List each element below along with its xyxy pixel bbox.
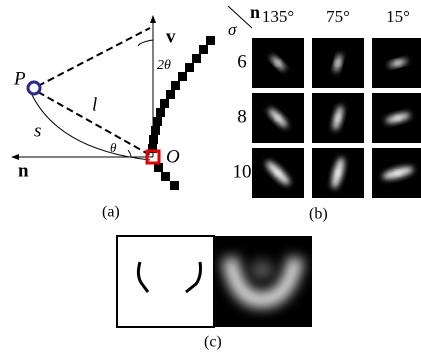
column-label: 15°	[386, 7, 410, 26]
row-label: 8	[237, 106, 247, 127]
filter-image	[252, 38, 304, 88]
response-image	[214, 236, 312, 327]
label-p: P	[13, 68, 26, 89]
caption: (b)	[309, 206, 328, 223]
blob-core	[336, 116, 340, 120]
filter-image	[372, 93, 421, 143]
filter-image	[312, 93, 364, 143]
filter-image	[252, 148, 304, 198]
blob-core	[276, 61, 280, 65]
blob-core	[396, 61, 400, 65]
corner-n: n	[250, 2, 260, 22]
filter-image	[372, 148, 421, 198]
label-o: O	[166, 146, 180, 167]
angle-arc	[128, 150, 131, 157]
panel-c: (c)	[117, 236, 312, 351]
filter-image	[372, 38, 421, 88]
panel-b: n σ (b) 135° 75° 15° 6 8 10	[228, 2, 421, 223]
blob-core	[276, 171, 280, 175]
filter-image	[312, 148, 364, 198]
panel-a: P v 2θ l s θ O n (a)	[12, 16, 215, 221]
blob-core	[336, 61, 340, 65]
caption: (a)	[102, 204, 120, 221]
label-theta: θ	[110, 140, 117, 155]
column-label: 75°	[326, 7, 350, 26]
row-label: 10	[233, 161, 252, 182]
label-s: s	[34, 120, 41, 141]
row-label: 6	[237, 51, 247, 72]
angle-arc	[138, 40, 153, 46]
label-2theta: 2θ	[157, 58, 171, 73]
blob-core	[396, 116, 400, 120]
label-n: n	[18, 160, 29, 181]
filter-image	[312, 38, 364, 88]
label-v: v	[166, 26, 176, 47]
blob-core	[276, 116, 280, 120]
corner-sigma: σ	[228, 20, 237, 39]
blob-core	[396, 171, 400, 175]
blob-core	[336, 171, 340, 175]
dashed-line	[38, 28, 150, 86]
caption: (c)	[204, 334, 222, 351]
filter-image	[252, 93, 304, 143]
contour-image	[117, 236, 214, 327]
column-label: 135°	[262, 7, 294, 26]
figure: P v 2θ l s θ O n (a) n σ (b) 135° 75° 15° 6…	[0, 0, 421, 354]
label-l: l	[92, 94, 97, 115]
point-p	[28, 82, 40, 94]
arc-s	[32, 95, 150, 160]
